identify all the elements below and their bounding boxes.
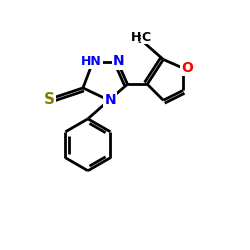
Text: HN: HN (81, 55, 102, 68)
Text: N: N (113, 54, 125, 68)
Text: 3: 3 (138, 35, 144, 45)
Text: S: S (44, 92, 55, 106)
Text: O: O (182, 61, 194, 75)
Text: C: C (142, 31, 150, 44)
Text: N: N (104, 93, 116, 107)
Text: H: H (131, 31, 141, 44)
